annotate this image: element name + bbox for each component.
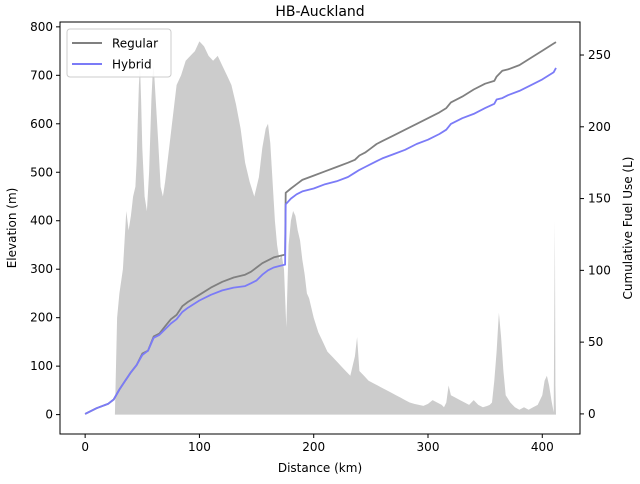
legend: Regular Hybrid: [66, 28, 172, 78]
y2-tick-label: 0: [588, 407, 596, 421]
y-tick-label: 800: [30, 20, 53, 34]
y-tick-label: 0: [45, 408, 53, 422]
y2-tick-label: 200: [588, 120, 611, 134]
y2-tick-label: 50: [588, 335, 603, 349]
y-tick-label: 100: [30, 359, 53, 373]
plot-area: [59, 21, 581, 435]
legend-label-hybrid: Hybrid: [112, 58, 152, 72]
x-axis: 0 100 200 300 400: [81, 434, 554, 454]
chart-title: HB-Auckland: [275, 4, 364, 20]
x-axis-label: Distance (km): [278, 461, 362, 475]
y2-tick-label: 100: [588, 263, 611, 277]
elevation-area: [85, 41, 556, 415]
x-tick-label: 0: [81, 440, 89, 454]
legend-label-regular: Regular: [112, 37, 158, 51]
y2-tick-label: 250: [588, 48, 611, 62]
plot-frame: [59, 21, 581, 435]
y-tick-label: 300: [30, 262, 53, 276]
y-tick-label: 600: [30, 117, 53, 131]
y-axis-right: 0 50 100 150 200 250: [580, 48, 611, 421]
y-tick-label: 500: [30, 165, 53, 179]
series-layer: [84, 41, 557, 415]
y-tick-label: 400: [30, 214, 53, 228]
series-line-hybrid: [84, 67, 557, 415]
y2-tick-label: 150: [588, 192, 611, 206]
y2-axis-label: Cumulative Fuel Use (L): [621, 157, 635, 300]
x-tick-label: 300: [417, 440, 440, 454]
x-tick-label: 100: [188, 440, 211, 454]
y-tick-label: 200: [30, 311, 53, 325]
x-tick-label: 400: [531, 440, 554, 454]
x-tick-label: 200: [302, 440, 325, 454]
series-line-regular: [84, 41, 557, 415]
y-axis-label: Elevation (m): [5, 188, 19, 269]
elevation-layer: [85, 41, 556, 415]
y-axis-left: 0 100 200 300 400 500 600 700 800: [30, 20, 60, 422]
y-tick-label: 700: [30, 68, 53, 82]
